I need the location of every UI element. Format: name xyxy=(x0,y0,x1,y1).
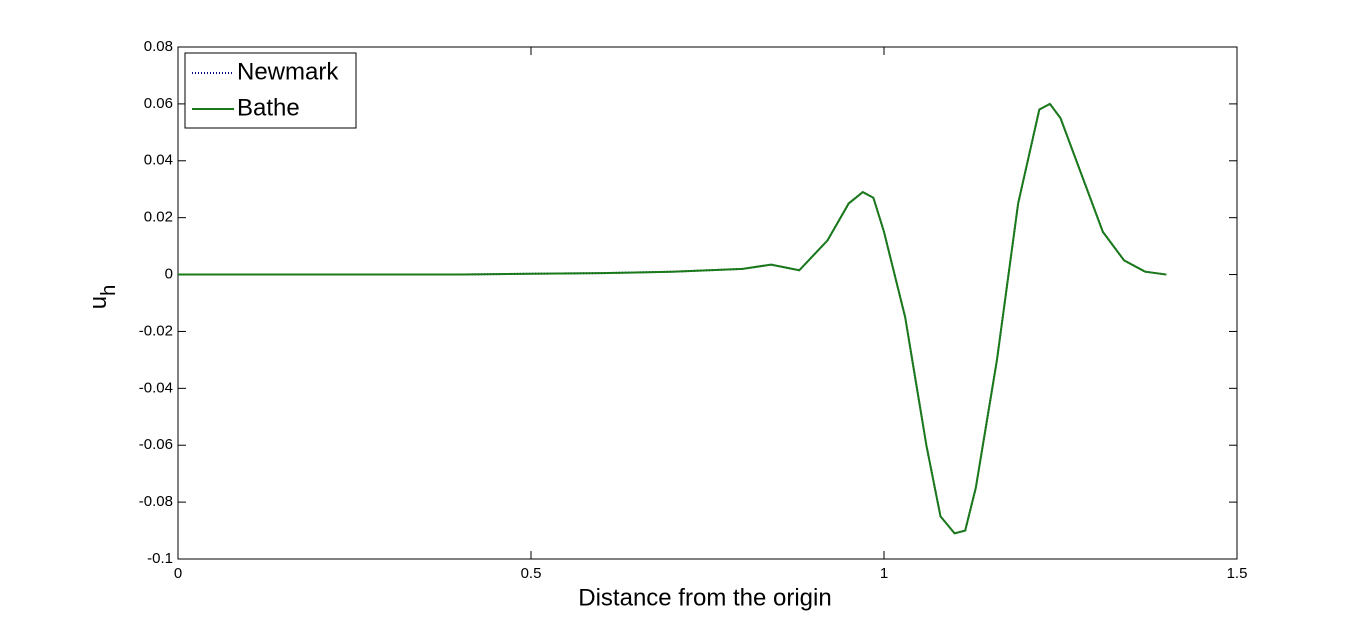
x-tick-label: 1.5 xyxy=(1227,565,1248,582)
y-tick-label: -0.1 xyxy=(147,550,173,567)
legend-label: Bathe xyxy=(237,94,300,121)
y-tick-label: -0.02 xyxy=(139,322,173,339)
y-tick-label: 0.02 xyxy=(144,209,173,226)
y-tick-label: 0.08 xyxy=(144,38,173,55)
legend: Newmark Bathe xyxy=(184,52,357,129)
y-axis-label-main: u xyxy=(85,296,112,309)
y-tick-label: -0.04 xyxy=(139,379,173,396)
x-axis-label: Distance from the origin xyxy=(578,584,831,611)
y-axis-label: uh xyxy=(85,285,120,309)
x-tick-label: 1 xyxy=(880,565,888,582)
y-tick-label: -0.08 xyxy=(139,493,173,510)
x-tick-label: 0 xyxy=(174,565,182,582)
legend-box xyxy=(184,52,357,129)
legend-label: Newmark xyxy=(237,58,339,85)
y-tick-label: 0.04 xyxy=(144,152,173,169)
y-tick-label: -0.06 xyxy=(139,436,173,453)
plot-area xyxy=(177,46,1238,560)
series-line xyxy=(178,102,1167,535)
y-axis-label-sub: h xyxy=(98,285,120,296)
y-tick-label: 0 xyxy=(165,266,173,283)
x-tick-label: 0.5 xyxy=(521,565,542,582)
y-tick-label: 0.06 xyxy=(144,95,173,112)
